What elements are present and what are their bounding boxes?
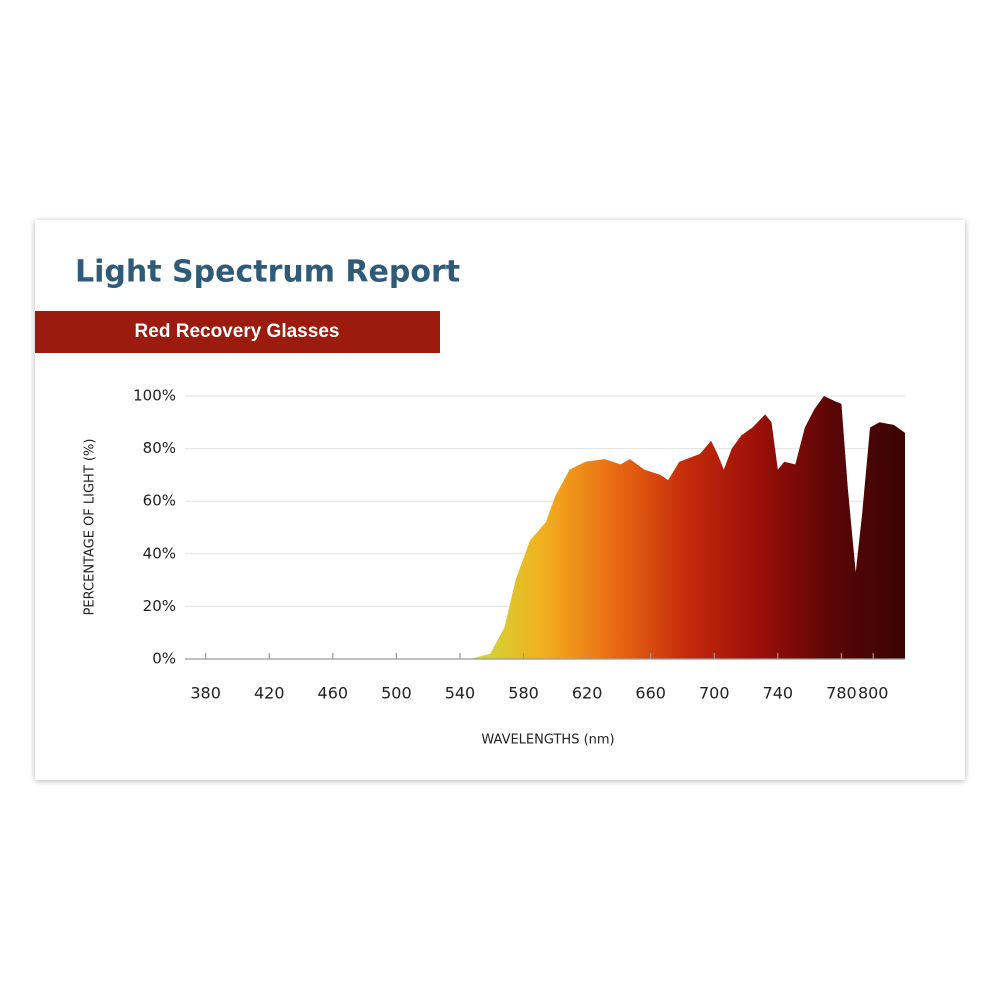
area <box>469 396 905 659</box>
x-tick-label: 580 <box>508 684 539 703</box>
x-tick-label: 800 <box>858 684 889 703</box>
y-tick-label: 100% <box>133 387 176 405</box>
x-tick-label: 500 <box>381 684 412 703</box>
chart-subtitle: Red Recovery Glasses <box>135 321 340 342</box>
y-tick-label: 60% <box>143 492 176 510</box>
y-tick-label: 40% <box>143 544 176 562</box>
y-tick-label: 20% <box>143 597 176 615</box>
x-tick-label: 380 <box>190 684 221 703</box>
banner <box>35 311 440 353</box>
x-tick-label: 420 <box>254 684 285 703</box>
x-tick-label: 780 <box>826 684 857 703</box>
x-axis-label: WAVELENGTHS (nm) <box>481 733 614 748</box>
y-tick-label: 80% <box>143 439 176 457</box>
x-tick-label: 700 <box>699 684 730 703</box>
x-tick-label: 740 <box>763 684 794 703</box>
y-axis-label: PERCENTAGE OF LIGHT (%) <box>83 439 98 616</box>
x-tick-label: 660 <box>635 684 666 703</box>
x-tick-label: 620 <box>572 684 603 703</box>
y-tick-label: 0% <box>152 650 176 668</box>
x-tick-label: 540 <box>445 684 476 703</box>
chart-title: Light Spectrum Report <box>75 255 460 290</box>
x-tick-label: 460 <box>318 684 349 703</box>
